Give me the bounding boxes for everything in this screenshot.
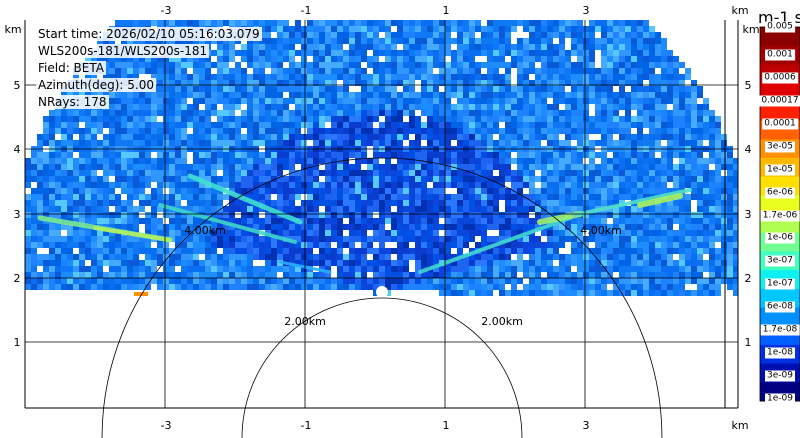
colorbar-label: 1e-08 [765,347,795,359]
range-ring-labels: 4.00km 4.00km 2.00km 2.00km [184,224,622,328]
start-time-text: Start time: 2026/02/10 05:16:03.079 [36,27,262,41]
y-tick-right-3: 3 [745,208,752,221]
azimuth-text: Azimuth(deg): 5.00 [36,78,157,92]
y-ticks-left: km 5 4 3 2 1 [4,23,21,349]
ring-label-outer-left: 4.00km [184,224,226,237]
nrays-text: NRays: 178 [36,95,109,109]
colorbar-label: 6e-06 [765,187,795,199]
range-rings [101,157,663,438]
instrument-text: WLS200s-181/WLS200s-181 [36,44,210,58]
x-tick-bottom-4: 3 [583,419,590,432]
colorbar-label: 1e-07 [765,278,795,290]
y-tick-left-5: 5 [14,79,21,92]
y-unit-left: km [4,23,21,36]
x-ticks-bottom: -3 -1 1 3 km [161,419,749,432]
x-unit-bottom: km [731,419,748,432]
radar-scan-sector [25,20,738,298]
x-ticks-top: -3 -1 1 3 km [161,4,749,17]
x-tick-bottom-1: -3 [161,419,172,432]
colorbar-block [760,101,800,121]
colorbar-label: 3e-09 [765,370,795,382]
y-tick-left-3: 3 [14,208,21,221]
field-text: Field: BETA [36,61,106,75]
colorbar-top-label: 0.005 [765,21,795,33]
ring-label-inner-right: 2.00km [481,315,523,328]
colorbar-label: 1.7e-06 [760,210,800,222]
range-ring-outer [101,157,663,438]
y-tick-left-4: 4 [14,143,21,156]
x-tick-top-2: -1 [301,4,312,17]
x-unit-top: km [731,4,748,17]
y-tick-right-1: 1 [745,336,752,349]
colorbar-label: 1e-06 [765,232,795,244]
colorbar-label: 6e-08 [765,301,795,313]
colorbar-block [760,195,800,215]
colorbar-label: 0.0001 [762,118,798,130]
x-tick-top-4: 3 [583,4,590,17]
colorbar-label: 0.0006 [762,72,798,84]
x-tick-bottom-2: -1 [301,419,312,432]
colorbar-label: 1e-09 [765,393,795,405]
range-ring-inner [241,297,523,438]
y-ticks-right: km 5 4 3 2 1 [742,23,759,349]
colorbar-label: 3e-05 [765,141,795,153]
ring-label-outer-right: 4.00km [580,224,622,237]
y-tick-right-5: 5 [745,79,752,92]
colorbar-label: 1e-05 [765,164,795,176]
y-tick-left-2: 2 [14,272,21,285]
colorbar-label: 1.7e-08 [760,324,800,336]
ring-label-inner-left: 2.00km [284,315,326,328]
y-tick-right-2: 2 [745,272,752,285]
x-tick-top-3: 1 [443,4,450,17]
grid-lines [24,20,739,409]
y-unit-right: km [742,23,759,36]
y-tick-left-1: 1 [14,336,21,349]
y-tick-right-4: 4 [745,143,752,156]
colorbar-label: 3e-07 [765,255,795,267]
x-tick-top-1: -3 [161,4,172,17]
colorbar-label: 0.00017 [759,95,800,107]
x-tick-bottom-3: 1 [443,419,450,432]
colorbar-label: 0.001 [765,49,795,61]
scan-info-panel: Start time: 2026/02/10 05:16:03.079 WLS2… [36,26,262,111]
